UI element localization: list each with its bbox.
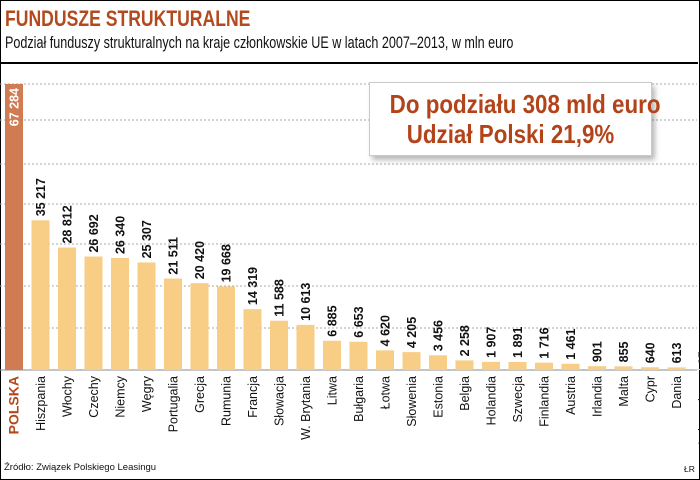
value-label: 4 205 (405, 317, 419, 348)
category-label: Czechy (87, 375, 101, 417)
bars (5, 84, 700, 370)
author-credit: ŁR (684, 464, 695, 474)
category-label: Litwa (326, 376, 340, 405)
value-label: 640 (644, 342, 658, 363)
value-label: 21 511 (167, 237, 181, 275)
bar-malta (614, 366, 633, 370)
bar-litwa (323, 340, 341, 370)
category-label: Francja (246, 376, 260, 418)
callout-poland-share: Udział Polski 21,9% (406, 119, 615, 149)
value-label: 19 668 (220, 244, 234, 282)
category-label: Belgia (458, 376, 472, 411)
bar-słowenia (402, 352, 421, 370)
category-label: Holandia (485, 376, 499, 425)
value-label: 4 620 (379, 315, 393, 346)
chart-title: FUNDUSZE STRUKTURALNE (5, 6, 251, 31)
value-label: 20 420 (193, 241, 207, 279)
category-label: Łotwa (379, 376, 393, 409)
category-label: Szwecja (511, 376, 525, 423)
header-divider (0, 62, 698, 64)
category-label: Słowacja (273, 376, 287, 426)
bar-belgia (455, 360, 474, 370)
value-label: 11 588 (273, 279, 287, 317)
value-label: 1 716 (538, 327, 552, 358)
value-label: 26 340 (114, 216, 128, 254)
value-label: 65 (697, 351, 700, 365)
category-label: Bułgaria (352, 376, 366, 422)
bar-luksemburg (694, 369, 700, 370)
category-label: Malta (617, 376, 631, 407)
value-label: 855 (617, 341, 631, 362)
bar-bułgaria (349, 341, 368, 370)
bar-rumunia (217, 286, 235, 370)
value-label: 613 (670, 342, 684, 363)
value-label: 901 (591, 341, 605, 362)
value-label: 14 319 (246, 267, 260, 305)
value-label: 3 456 (432, 320, 446, 351)
value-labels: 67 284 35 217 28 812 26 692 26 340 25 307 21 5… (8, 88, 700, 365)
bar-cypr (641, 367, 659, 370)
category-label: Estonia (432, 376, 446, 418)
bar-austria (561, 363, 580, 370)
category-label: Cypr (644, 376, 658, 402)
source-note: Źródło: Związek Polskiego Leasingu (4, 462, 157, 473)
value-label: 28 812 (61, 205, 75, 243)
value-label: 1 907 (485, 327, 499, 358)
bar-holandia (482, 361, 500, 370)
category-label: Portugalia (167, 376, 181, 432)
bar-w-brytania (296, 324, 315, 370)
value-label: 26 692 (87, 214, 101, 252)
category-label: Austria (564, 376, 578, 415)
value-label: 67 284 (8, 88, 22, 126)
category-label: Irlandia (591, 376, 605, 417)
category-label: Rumunia (220, 376, 234, 426)
category-label: Finlandia (538, 376, 552, 427)
bar-finlandia (535, 362, 553, 370)
bar-polska (5, 84, 23, 370)
value-label: 1 461 (564, 328, 578, 359)
bar-niemcy (111, 258, 129, 370)
bar-portugalia (164, 278, 182, 370)
bar-słowacja (270, 320, 288, 370)
bar-francja (243, 309, 262, 370)
category-label: Niemcy (114, 375, 128, 417)
category-label: Grecja (193, 376, 207, 413)
category-label: Dania (670, 376, 684, 409)
bar-włochy (58, 247, 76, 370)
bar-czechy (84, 256, 103, 370)
summary-callout: Do podziału 308 mld euro Udział Polski 2… (369, 82, 661, 156)
value-label: 2 258 (458, 325, 472, 356)
bar-estonia (429, 355, 447, 370)
chart-subtitle: Podział funduszy strukturalnych na kraje… (5, 33, 514, 52)
category-label: Włochy (61, 375, 75, 417)
category-label: Hiszpania (34, 376, 48, 431)
bar-szwecja (508, 361, 527, 370)
value-label: 6 653 (352, 306, 366, 337)
category-label: Węgry (140, 375, 154, 412)
callout-total: Do podziału 308 mld euro (389, 89, 661, 119)
category-label: W. Brytania (299, 376, 313, 440)
value-label: 6 885 (326, 305, 340, 336)
category-label: POLSKA (6, 376, 22, 434)
bar-grecja (190, 283, 209, 370)
category-label: Luksemburg (697, 376, 700, 445)
category-label: Słowenia (405, 376, 419, 427)
bar-irlandia (588, 366, 606, 370)
category-labels: POLSKA Hiszpania Włochy Czechy Niemcy Węgry Po… (6, 375, 700, 445)
bar-dania (667, 367, 686, 370)
value-label: 35 217 (34, 178, 48, 216)
value-label: 1 891 (511, 327, 525, 358)
bar-węgry (137, 262, 156, 370)
bar-łotwa (376, 350, 394, 370)
value-label: 25 307 (140, 220, 154, 258)
value-label: 10 613 (299, 283, 313, 321)
bar-hiszpania (31, 220, 50, 370)
